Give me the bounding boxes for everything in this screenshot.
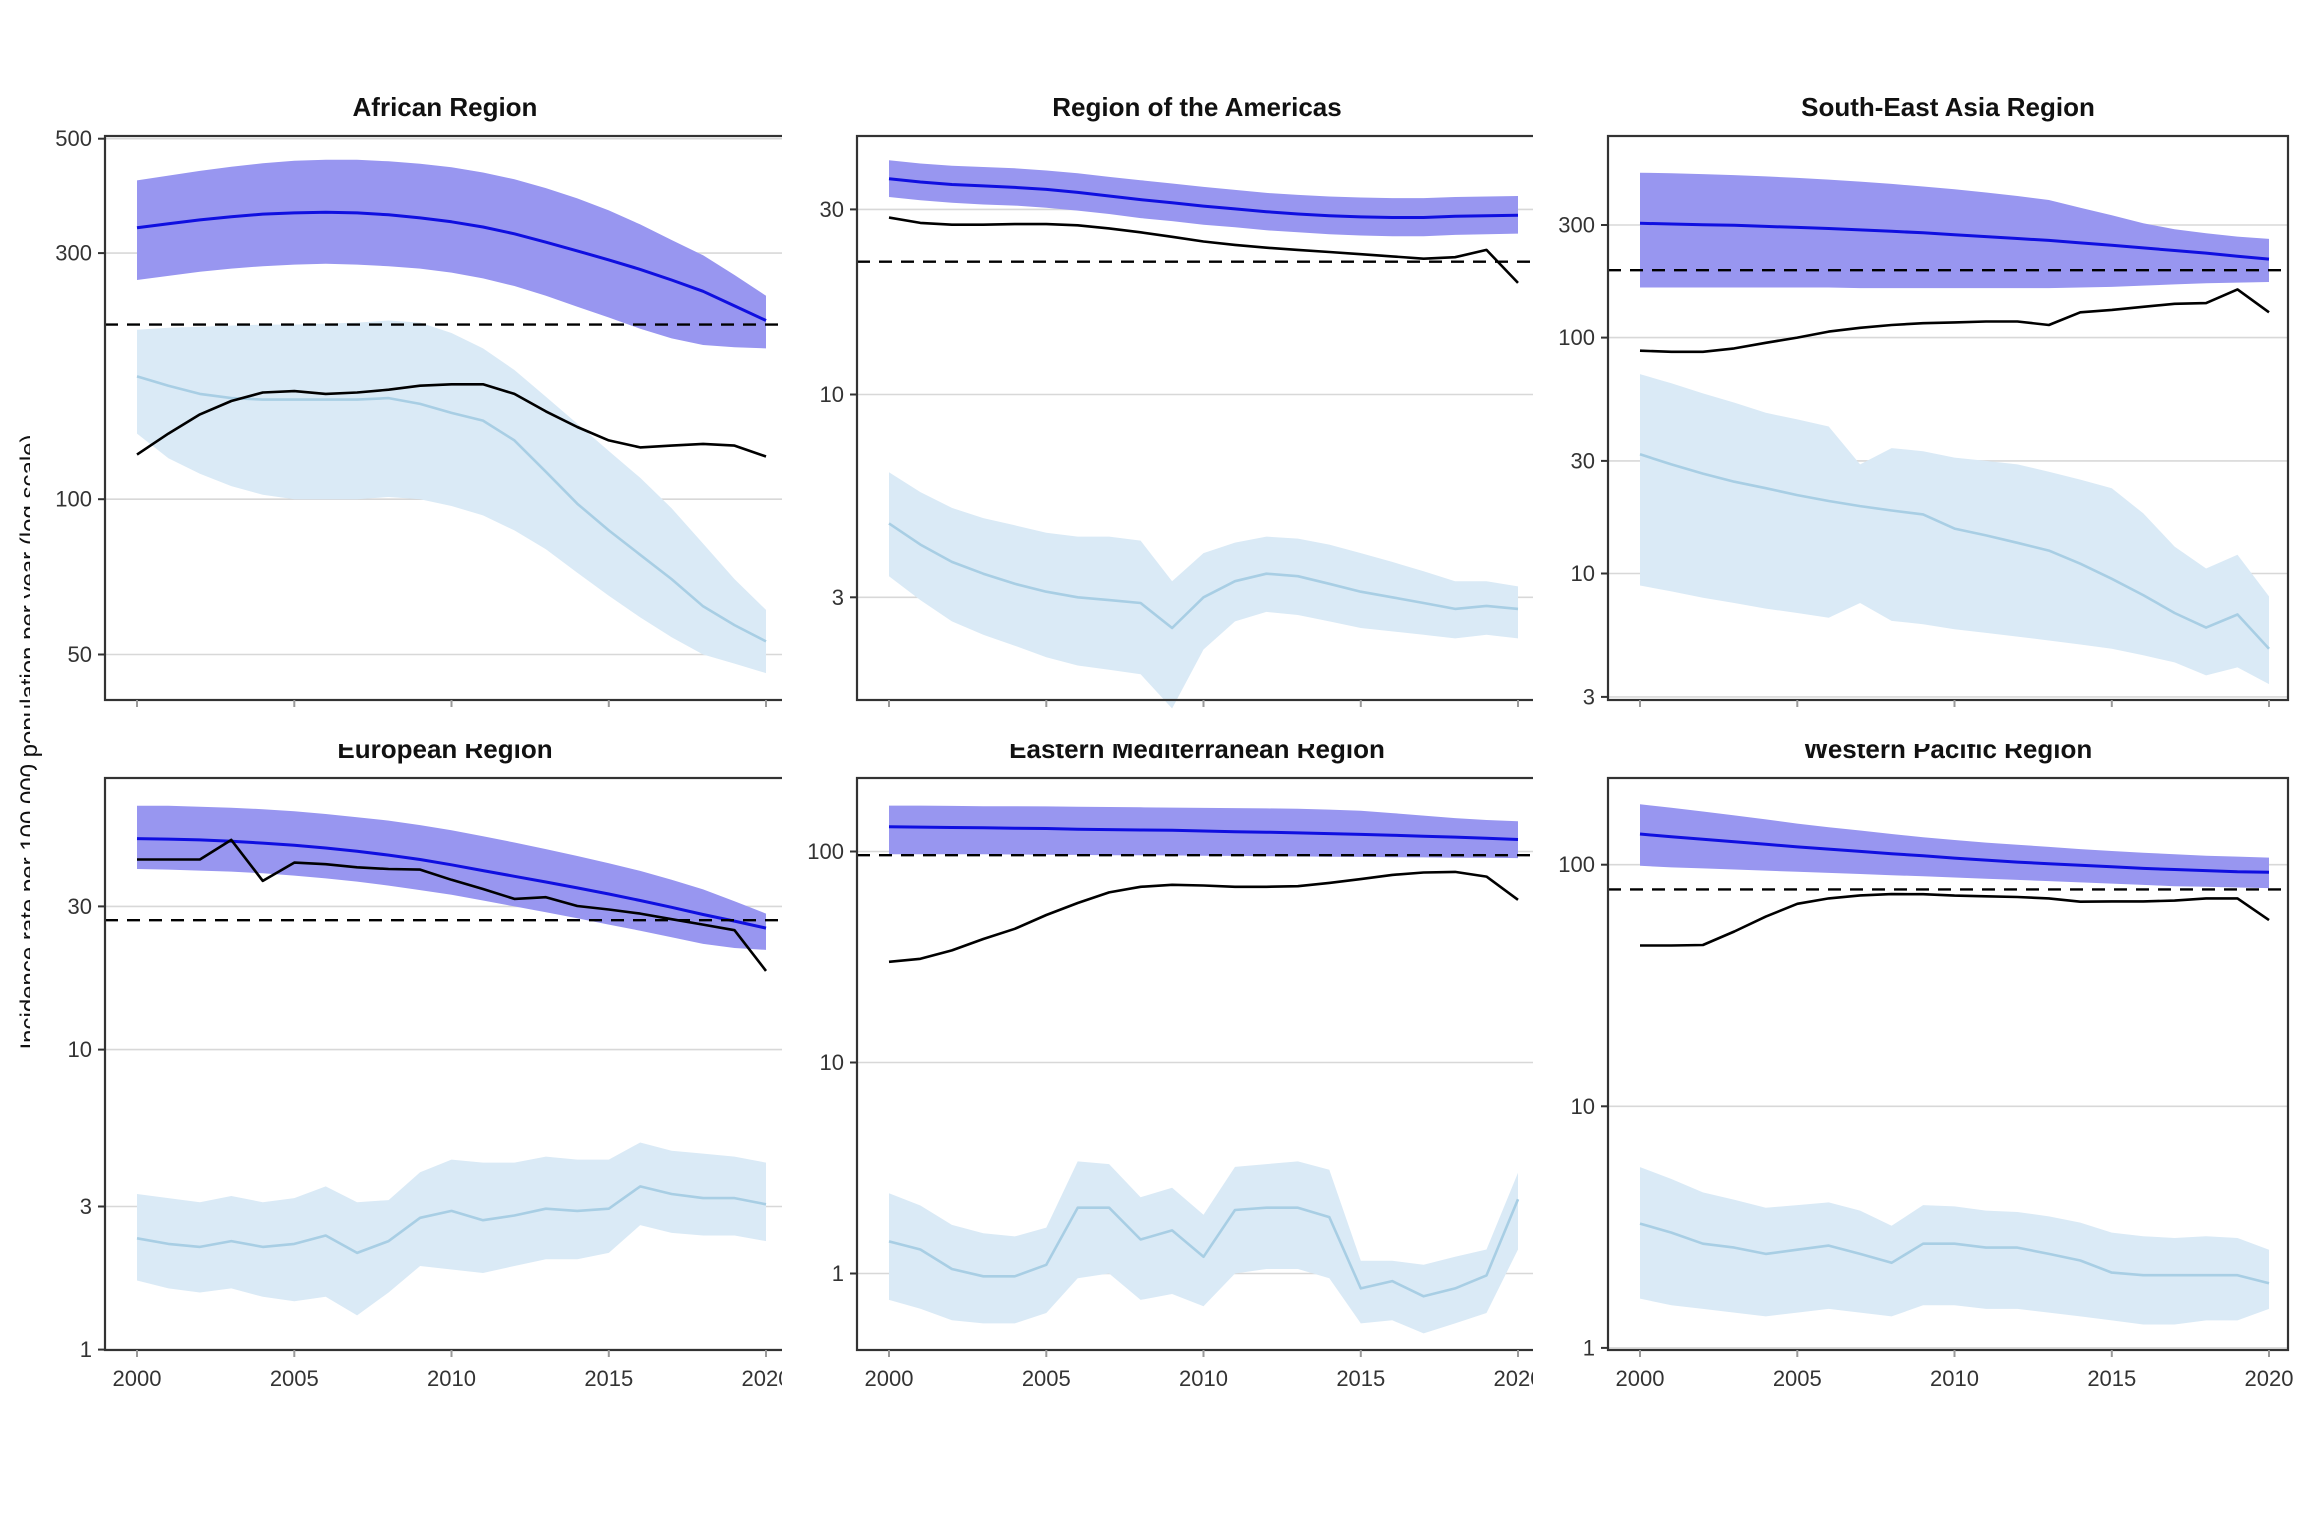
panel-border xyxy=(1606,776,2290,1352)
black-line xyxy=(888,870,1519,964)
panel-title-african-region: African Region xyxy=(352,92,538,122)
light-blue-line xyxy=(136,1185,767,1255)
confidence-band xyxy=(889,472,1518,709)
y-tick-label: 3 xyxy=(832,585,844,610)
blue-estimate-line xyxy=(888,177,1519,219)
x-tick-label: 2010 xyxy=(427,1366,476,1391)
y-tick-label: 300 xyxy=(1558,213,1595,238)
x-tick-label: 2015 xyxy=(584,1366,633,1391)
y-tick-label: 500 xyxy=(55,126,92,151)
panel-border xyxy=(1606,134,2290,702)
black-line xyxy=(1639,288,2270,354)
y-tick-label: 3 xyxy=(1583,684,1595,709)
x-tick-label: 2005 xyxy=(1773,1366,1822,1391)
confidence-band xyxy=(137,1142,766,1316)
y-tick-label: 3 xyxy=(80,1194,92,1219)
x-tick-label: 2005 xyxy=(270,1366,319,1391)
x-tick-label: 2010 xyxy=(1179,1366,1228,1391)
blue-estimate-line xyxy=(136,837,767,930)
y-tick-label: 30 xyxy=(68,894,92,919)
x-tick-label: 2015 xyxy=(2087,1366,2136,1391)
confidence-band xyxy=(1640,1167,2269,1325)
panel-plot-african-region: 500 300 100 50 xyxy=(30,126,795,744)
panel-title-region-of-the-americas: Region of the Americas xyxy=(1052,92,1342,122)
y-tick-label: 10 xyxy=(1571,561,1595,586)
y-tick-label: 300 xyxy=(55,241,92,266)
confidence-band xyxy=(137,805,766,950)
confidence-band xyxy=(889,1161,1518,1334)
light-blue-line xyxy=(1639,453,2270,650)
panel-plot-western-pacific-region: 100 10 1 2000 2005 2010 2015 2020 xyxy=(1533,770,2298,1394)
y-tick-label: 30 xyxy=(1571,448,1595,473)
blue-estimate-line xyxy=(1639,832,2270,874)
y-tick-label: 100 xyxy=(55,487,92,512)
blue-estimate-line xyxy=(888,825,1519,841)
panel-title-south-east-asia-region: South-East Asia Region xyxy=(1801,92,2095,122)
x-tick-label: 2000 xyxy=(1616,1366,1665,1391)
x-tick-label: 2000 xyxy=(113,1366,162,1391)
confidence-band xyxy=(137,159,766,349)
y-tick-label: 30 xyxy=(820,197,844,222)
y-tick-label: 1 xyxy=(832,1261,844,1286)
x-tick-label: 2000 xyxy=(865,1366,914,1391)
x-tick-label: 2010 xyxy=(1930,1366,1979,1391)
panel-plot-region-of-the-americas: 30 10 3 xyxy=(782,128,1547,744)
confidence-band xyxy=(1640,172,2269,289)
light-blue-line xyxy=(1639,1222,2270,1285)
blue-estimate-line xyxy=(136,210,767,322)
panel-plot-south-east-asia-region: 300 100 30 10 3 xyxy=(1533,128,2298,744)
y-tick-label: 1 xyxy=(80,1337,92,1362)
black-line xyxy=(137,838,768,972)
y-tick-label: 10 xyxy=(68,1037,92,1062)
y-tick-label: 50 xyxy=(68,642,92,667)
black-line xyxy=(1640,892,2270,947)
y-tick-label: 10 xyxy=(820,382,844,407)
y-tick-label: 10 xyxy=(820,1050,844,1075)
blue-estimate-line xyxy=(1639,221,2270,261)
y-tick-label: 100 xyxy=(807,839,844,864)
black-line xyxy=(136,382,767,458)
x-tick-label: 2005 xyxy=(1022,1366,1071,1391)
y-tick-label: 10 xyxy=(1571,1094,1595,1119)
y-tick-label: 100 xyxy=(1558,325,1595,350)
light-blue-line xyxy=(888,522,1519,630)
x-tick-label: 2020 xyxy=(2245,1366,2294,1391)
x-tick-label: 2015 xyxy=(1336,1366,1385,1391)
light-blue-line xyxy=(888,1198,1520,1298)
y-tick-label: 100 xyxy=(1558,852,1595,877)
confidence-band xyxy=(137,320,766,674)
black-line xyxy=(888,216,1519,284)
y-tick-label: 1 xyxy=(1583,1335,1595,1360)
